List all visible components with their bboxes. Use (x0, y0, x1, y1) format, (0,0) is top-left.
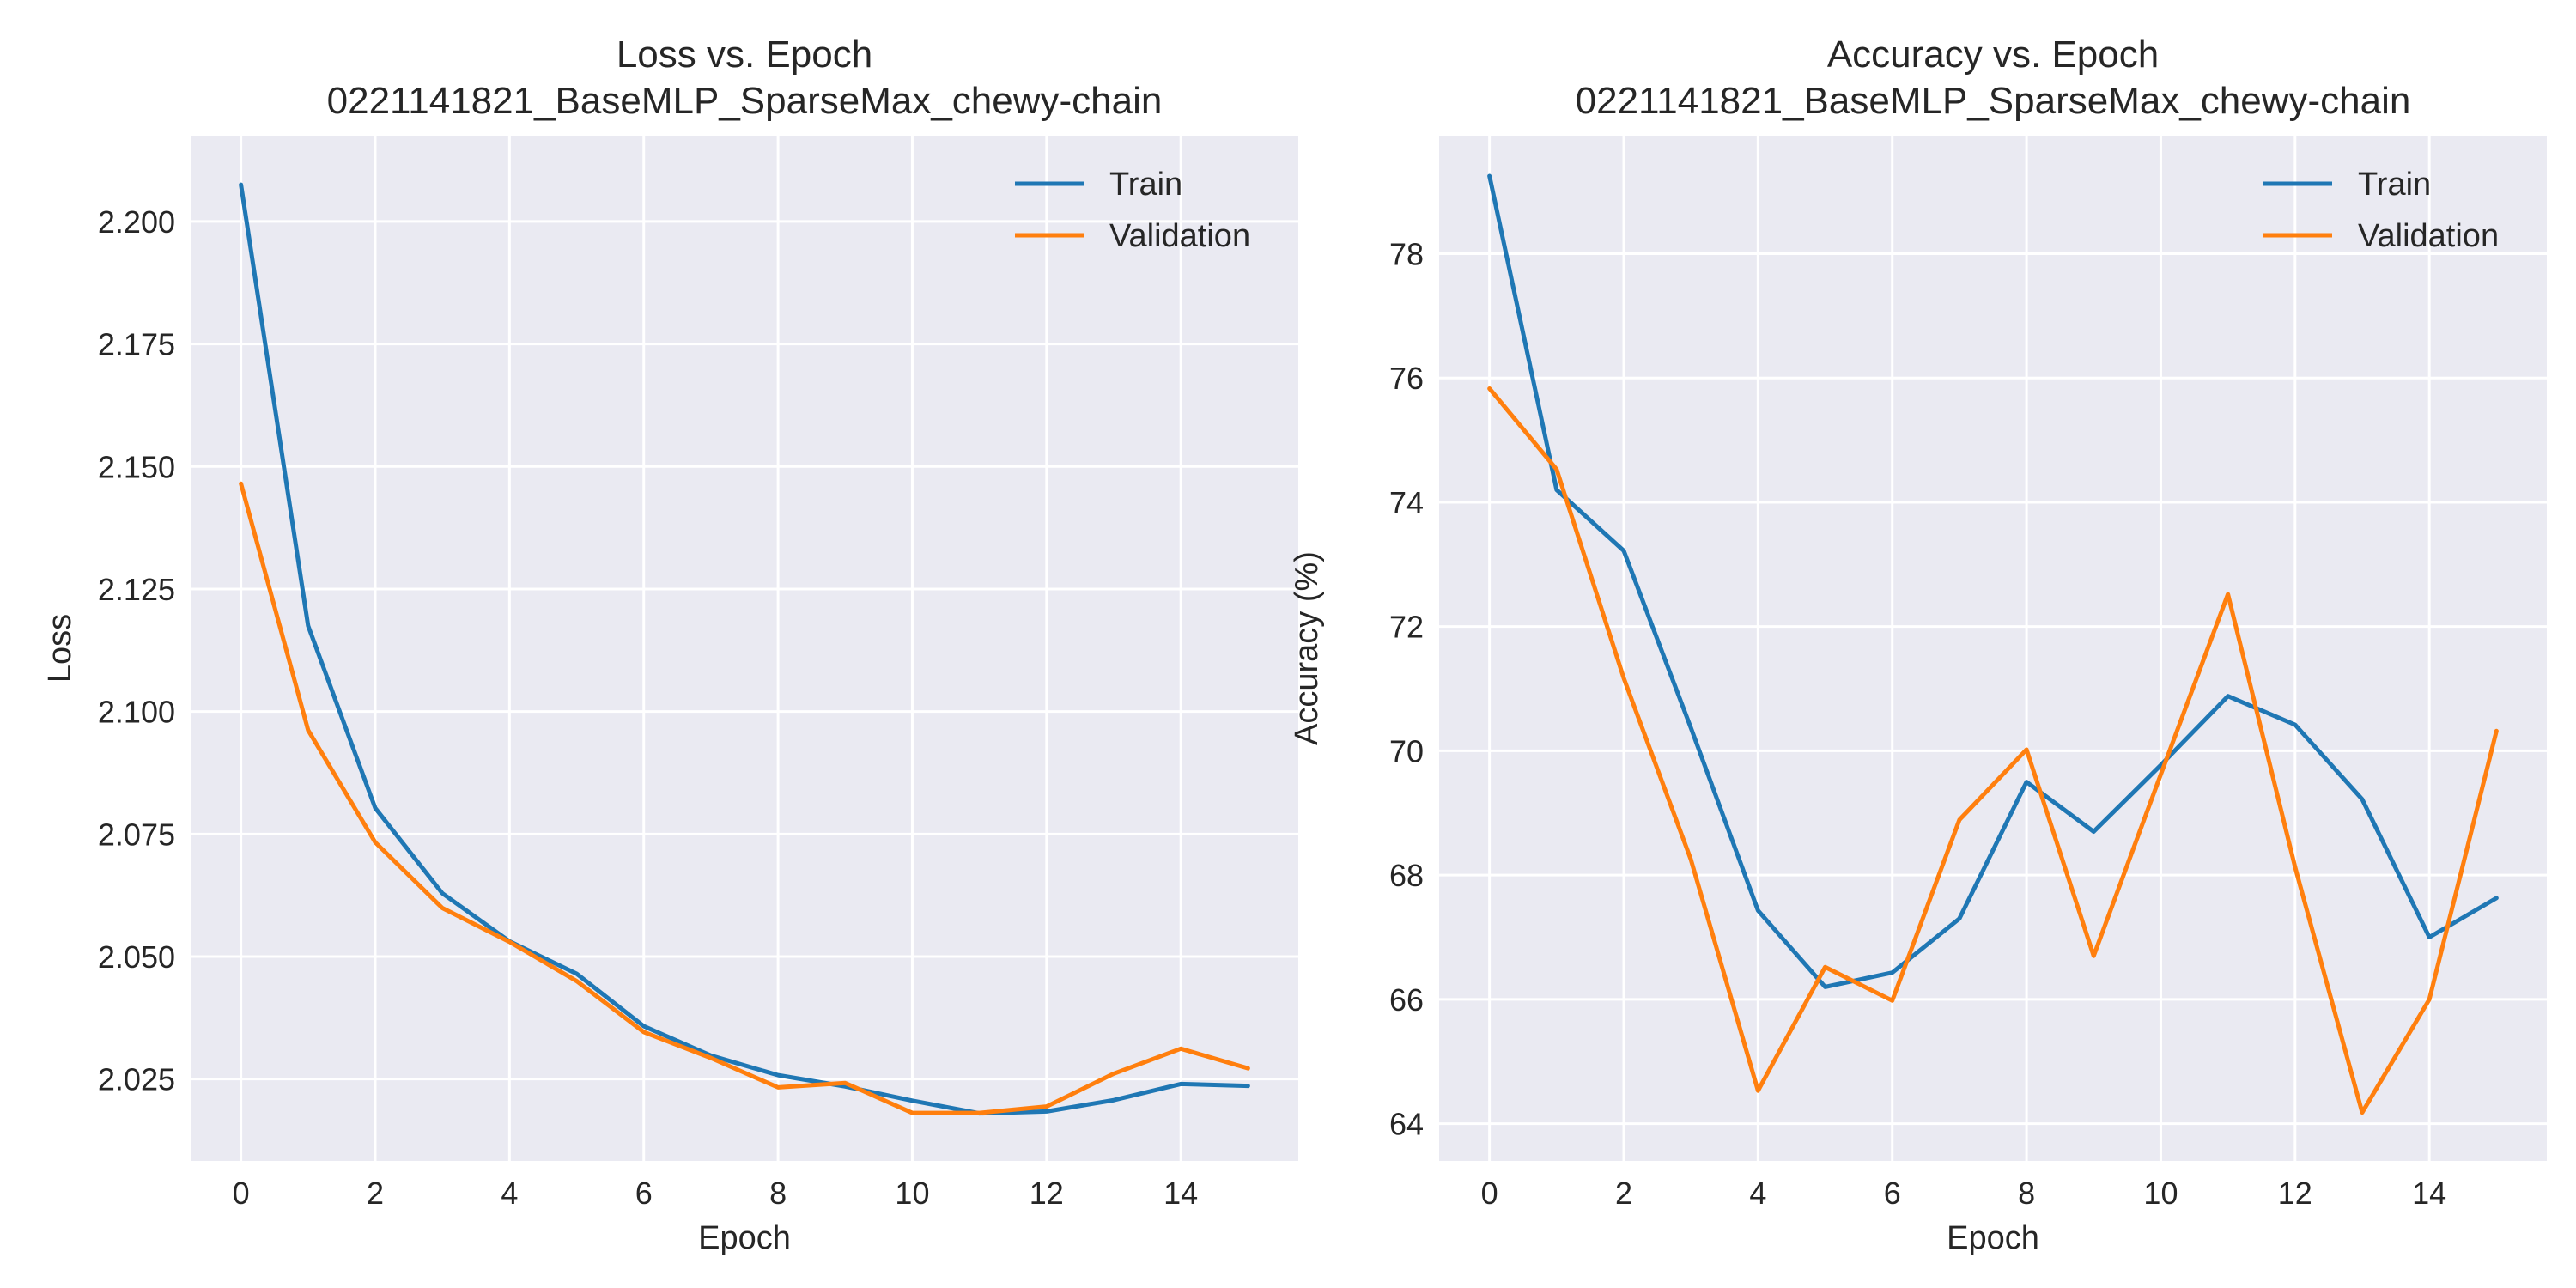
loss-grid (191, 136, 1298, 1161)
loss-x-tick-label: 8 (769, 1176, 787, 1211)
accuracy-x-tick-label: 2 (1615, 1176, 1632, 1211)
accuracy-y-ticks: 64 66 68 70 72 74 76 78 (1389, 236, 1424, 1141)
accuracy-y-tick-label: 74 (1389, 485, 1424, 520)
accuracy-x-tick-label: 8 (2018, 1176, 2035, 1211)
accuracy-y-axis-label: Accuracy (%) (1289, 551, 1325, 745)
loss-y-ticks: 2.025 2.050 2.075 2.100 2.125 2.150 2.175 2.200 (98, 204, 175, 1097)
accuracy-legend: Train Validation (2263, 167, 2499, 254)
accuracy-x-tick-label: 0 (1481, 1176, 1498, 1211)
accuracy-x-tick-label: 14 (2412, 1176, 2446, 1211)
loss-legend-train-label: Train (1109, 167, 1182, 203)
accuracy-y-tick-label: 64 (1389, 1107, 1424, 1142)
loss-y-tick-label: 2.050 (98, 939, 175, 975)
loss-y-tick-label: 2.200 (98, 204, 175, 240)
accuracy-x-tick-label: 4 (1749, 1176, 1766, 1211)
accuracy-y-tick-label: 68 (1389, 858, 1424, 893)
loss-y-tick-label: 2.175 (98, 327, 175, 362)
loss-x-tick-label: 0 (233, 1176, 250, 1211)
loss-y-tick-label: 2.150 (98, 449, 175, 484)
accuracy-series-layer (1487, 173, 2499, 1115)
accuracy-x-ticks: 0 2 4 6 8 10 12 14 (1481, 1176, 2447, 1211)
accuracy-series-line-train (1487, 173, 2499, 989)
accuracy-y-tick-label: 78 (1389, 236, 1424, 271)
loss-y-tick-label: 2.025 (98, 1062, 175, 1097)
accuracy-legend-validation-label: Validation (2358, 218, 2499, 254)
accuracy-series-line-validation (1487, 386, 2499, 1115)
accuracy-x-tick-label: 12 (2278, 1176, 2312, 1211)
accuracy-legend-train-label: Train (2358, 167, 2431, 203)
loss-y-axis-label: Loss (42, 614, 78, 683)
accuracy-x-tick-label: 10 (2143, 1176, 2178, 1211)
loss-y-tick-label: 2.075 (98, 817, 175, 852)
accuracy-plot-area (1439, 136, 2547, 1161)
accuracy-chart-subtitle: 0221141821_BaseMLP_SparseMax_chewy-chain (1576, 80, 2411, 122)
accuracy-y-tick-label: 76 (1389, 361, 1424, 396)
loss-x-tick-label: 4 (501, 1176, 518, 1211)
accuracy-y-tick-label: 70 (1389, 733, 1424, 769)
loss-x-tick-label: 14 (1163, 1176, 1198, 1211)
accuracy-chart-title: Accuracy vs. Epoch (1827, 33, 2159, 76)
loss-x-tick-label: 6 (635, 1176, 653, 1211)
loss-series-line-train (239, 182, 1250, 1116)
loss-series-line-validation (239, 481, 1250, 1115)
loss-plot-area (191, 136, 1298, 1161)
loss-x-tick-label: 10 (895, 1176, 929, 1211)
accuracy-y-tick-label: 72 (1389, 610, 1424, 645)
loss-x-axis-label: Epoch (698, 1220, 791, 1256)
accuracy-x-axis-label: Epoch (1947, 1220, 2039, 1256)
loss-y-tick-label: 2.100 (98, 695, 175, 730)
accuracy-grid (1439, 136, 2547, 1161)
accuracy-x-tick-label: 6 (1884, 1176, 1901, 1211)
loss-x-ticks: 0 2 4 6 8 10 12 14 (233, 1176, 1199, 1211)
loss-series-layer (239, 182, 1250, 1116)
accuracy-y-tick-label: 66 (1389, 982, 1424, 1018)
loss-chart-title: Loss vs. Epoch (617, 33, 872, 76)
loss-legend-validation-label: Validation (1109, 218, 1250, 254)
loss-chart: 0 2 4 6 8 10 12 14 2.025 2.050 2.075 2.100 2.125 2.1… (42, 33, 1298, 1256)
loss-y-tick-label: 2.125 (98, 572, 175, 607)
loss-legend: Train Validation (1015, 167, 1250, 254)
loss-chart-subtitle: 0221141821_BaseMLP_SparseMax_chewy-chain (327, 80, 1163, 122)
loss-x-tick-label: 12 (1030, 1176, 1064, 1211)
loss-x-tick-label: 2 (367, 1176, 384, 1211)
